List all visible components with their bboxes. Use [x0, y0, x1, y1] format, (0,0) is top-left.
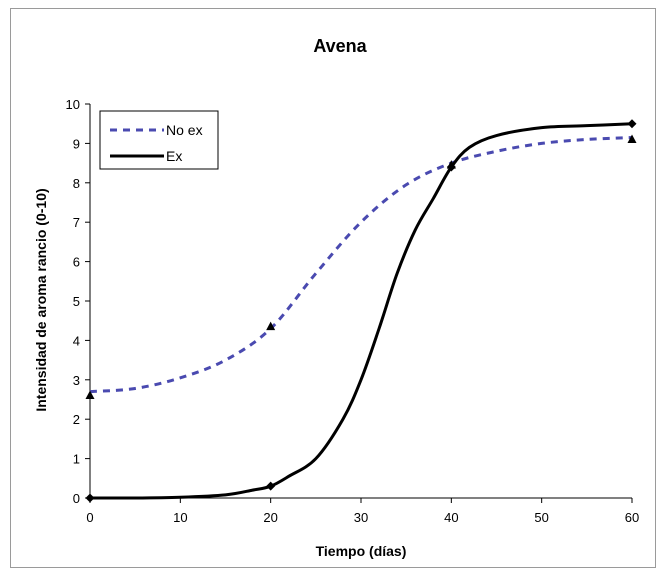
legend-label: Ex [166, 148, 182, 164]
y-tick-label: 6 [73, 255, 80, 270]
chart-title: Avena [313, 36, 367, 56]
x-tick-label: 10 [173, 510, 187, 525]
data-point [446, 162, 456, 172]
x-tick-label: 50 [534, 510, 548, 525]
x-tick-label: 20 [263, 510, 277, 525]
y-tick-label: 8 [73, 176, 80, 191]
x-tick-label: 60 [625, 510, 639, 525]
y-tick-label: 10 [66, 97, 80, 112]
y-tick-label: 3 [73, 373, 80, 388]
tick-labels: 0 10 20 30 40 50 60 0 1 2 3 4 5 6 7 8 9 10 [66, 97, 640, 525]
legend: No ex Ex [99, 110, 219, 170]
data-point [627, 119, 637, 129]
x-axis-label: Tiempo (días) [316, 543, 407, 559]
x-tick-label: 0 [86, 510, 93, 525]
y-tick-label: 5 [73, 294, 80, 309]
y-tick-label: 4 [73, 333, 80, 348]
series-ex [85, 119, 637, 503]
y-tick-label: 0 [73, 491, 80, 506]
y-tick-label: 2 [73, 412, 80, 427]
legend-label: No ex [166, 122, 203, 138]
data-point [627, 134, 637, 143]
data-point [266, 481, 276, 491]
y-tick-label: 7 [73, 215, 80, 230]
y-tick-label: 9 [73, 136, 80, 151]
series-line [89, 122, 633, 500]
x-tick-label: 30 [354, 510, 368, 525]
data-point [85, 390, 95, 400]
x-tick-label: 40 [444, 510, 458, 525]
y-axis-label: Intensidad de aroma rancio (0-10) [33, 188, 49, 411]
series-layer [85, 119, 637, 503]
data-point [266, 321, 276, 331]
chart-frame [10, 8, 656, 568]
data-point [85, 493, 95, 503]
series-line [89, 135, 633, 394]
y-tick-label: 1 [73, 452, 80, 467]
series-no-ex [85, 134, 637, 400]
legend-box [99, 110, 219, 170]
